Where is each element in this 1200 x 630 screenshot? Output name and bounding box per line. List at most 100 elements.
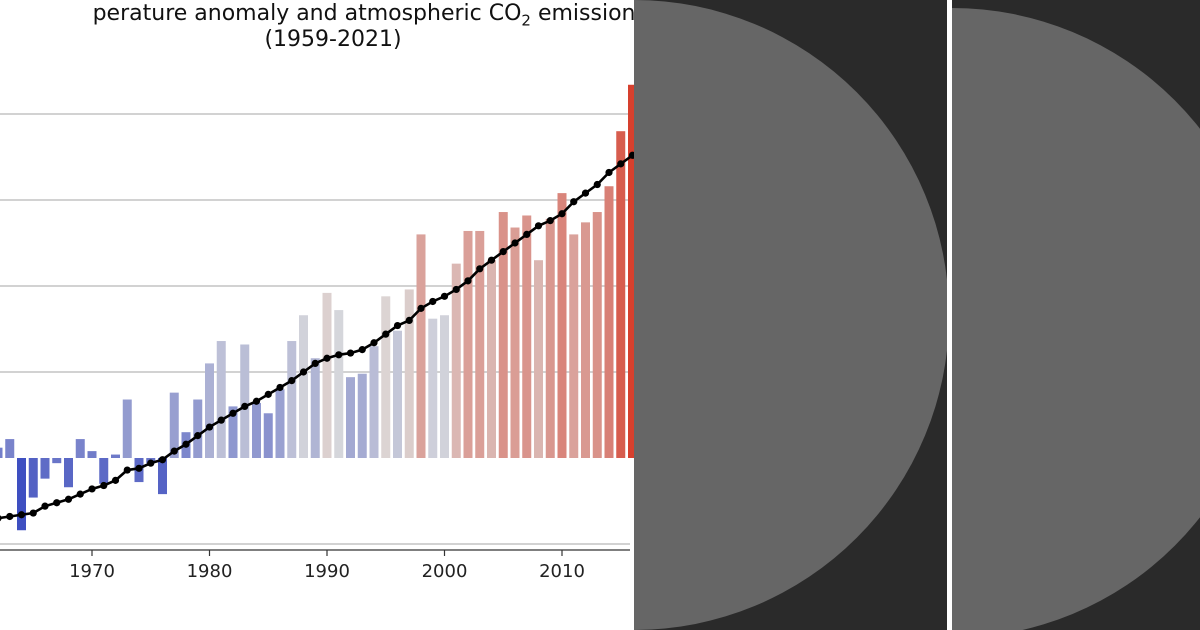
co2-point-1969 <box>76 490 84 498</box>
co2-point-2015 <box>617 160 625 168</box>
chart-title-text: perature anomaly and atmospheric CO <box>92 1 522 26</box>
co2-point-2013 <box>593 180 601 189</box>
co2-point-2009 <box>546 217 554 225</box>
co2-point-1968 <box>64 495 73 503</box>
co2-point-2012 <box>581 189 590 197</box>
co2-point-1987 <box>288 377 296 385</box>
bar-1996 <box>393 330 402 458</box>
co2-point-1981 <box>217 416 225 424</box>
bar-1985 <box>263 413 273 458</box>
bar-2009 <box>545 218 555 458</box>
x-tick-label-1970: 1970 <box>69 561 115 582</box>
co2-point-2002 <box>464 277 472 285</box>
bar-2010 <box>557 193 567 458</box>
co2-point-2014 <box>605 168 613 177</box>
co2-point-1971 <box>100 481 108 490</box>
co2-point-2004 <box>487 256 496 264</box>
bar-2011 <box>569 234 579 458</box>
bar-2006 <box>510 227 520 458</box>
bar-1997 <box>404 289 414 458</box>
co2-point-1995 <box>382 330 390 338</box>
bar-1976 <box>158 458 167 495</box>
co2-point-1965 <box>29 509 37 517</box>
co2-point-1967 <box>53 499 61 507</box>
bar-2015 <box>616 131 626 458</box>
bar-2013 <box>592 212 602 458</box>
co2-point-1989 <box>311 359 319 367</box>
co2-point-1998 <box>417 304 425 312</box>
co2-point-1994 <box>370 339 378 347</box>
co2-line <box>0 151 634 522</box>
co2-point-1990 <box>323 354 331 362</box>
bar-1988 <box>299 315 308 458</box>
co2-point-1988 <box>299 368 308 376</box>
x-tick-label-2000: 2000 <box>422 561 468 582</box>
bar-1973 <box>122 399 132 458</box>
bar-1977 <box>169 392 179 458</box>
bar-1990 <box>322 292 332 458</box>
chart-title-tail: emissions o <box>537 1 634 26</box>
bar-2012 <box>581 222 590 458</box>
bar-2001 <box>451 263 461 458</box>
co2-point-1979 <box>194 432 202 440</box>
bar-1969 <box>75 439 85 458</box>
x-axis: 1970 1980 1990 2000 2010 <box>0 549 630 582</box>
bar-1994 <box>369 346 379 458</box>
x-tick-label-1980: 1980 <box>187 561 233 582</box>
co2-point-1973 <box>123 466 131 474</box>
co2-point-1983 <box>241 402 249 410</box>
co2-point-1976 <box>158 456 167 464</box>
co2-point-1977 <box>170 447 178 455</box>
x-tick-label-2010: 2010 <box>539 561 585 582</box>
bar-1981 <box>216 341 226 458</box>
half-disc-left-shape <box>634 0 947 630</box>
co2-point-1975 <box>147 459 155 467</box>
half-disc-left <box>634 0 947 630</box>
bar-1964 <box>17 458 26 531</box>
chart-subtitle: (1959-2021) <box>264 27 402 52</box>
co2-point-1999 <box>429 297 437 306</box>
half-disc-right <box>952 8 1200 630</box>
bar-1963 <box>5 439 15 458</box>
bar-1989 <box>310 358 320 458</box>
co2-point-1962 <box>0 515 2 522</box>
chart-panel: perature anomaly and atmospheric CO2 emi… <box>0 1 634 582</box>
co2-point-2000 <box>440 292 449 300</box>
bar-1965 <box>28 458 38 498</box>
bar-1998 <box>416 234 426 458</box>
x-tick-label-1990: 1990 <box>304 561 350 582</box>
bar-1968 <box>64 458 73 488</box>
bar-2007 <box>522 215 532 458</box>
bar-1995 <box>381 296 391 458</box>
co2-point-1997 <box>405 316 413 324</box>
co2-point-1996 <box>393 321 402 330</box>
panel-divider <box>947 0 952 630</box>
co2-point-2016 <box>628 151 634 159</box>
bar-1971 <box>99 458 109 484</box>
bar-1972 <box>111 454 120 458</box>
bar-1983 <box>240 344 250 458</box>
co2-point-1964 <box>17 511 26 519</box>
co2-point-1972 <box>111 476 120 484</box>
co2-point-1980 <box>205 423 214 431</box>
anomaly-bars <box>0 84 634 531</box>
co2-point-1991 <box>335 351 343 359</box>
chart-plot: 1970 1980 1990 2000 2010 <box>0 84 634 582</box>
bar-2016 <box>628 84 634 458</box>
bar-1999 <box>428 318 438 458</box>
bar-2003 <box>475 230 485 458</box>
bar-1992 <box>346 377 355 458</box>
bar-1986 <box>275 389 285 458</box>
bar-1984 <box>252 402 261 458</box>
co2-point-2005 <box>499 248 507 256</box>
bar-2004 <box>487 260 496 458</box>
bar-1987 <box>287 341 297 458</box>
bar-1993 <box>357 373 367 458</box>
co2-point-1992 <box>346 349 355 357</box>
co2-point-1984 <box>252 397 261 405</box>
co2-point-2010 <box>558 210 566 218</box>
co2-point-2006 <box>511 239 519 247</box>
co2-point-2001 <box>452 285 460 294</box>
bar-1967 <box>52 458 62 464</box>
co2-point-1970 <box>88 485 96 493</box>
